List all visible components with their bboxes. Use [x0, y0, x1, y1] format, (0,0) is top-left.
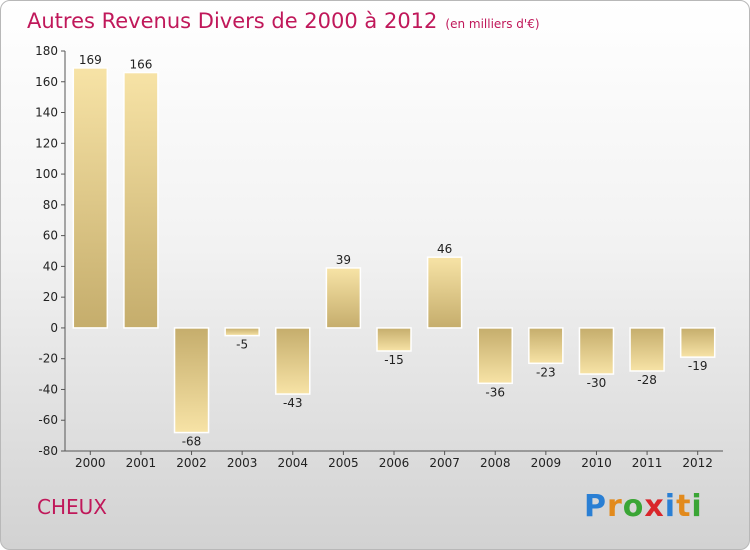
y-tick-label: 40 — [43, 259, 58, 273]
chart-title: Autres Revenus Divers de 2000 à 2012 (en … — [27, 9, 540, 33]
logo-letter: i — [664, 489, 677, 524]
bar-2006 — [376, 327, 412, 352]
x-tick-label: 2011 — [632, 456, 663, 470]
data-label-2000: 169 — [79, 53, 102, 67]
logo-letter: r — [607, 489, 623, 524]
y-tick-label: 120 — [35, 136, 58, 150]
brand-logo: Proxiti — [584, 489, 703, 524]
bar-2000 — [72, 67, 109, 329]
x-tick-label: 2009 — [531, 456, 562, 470]
bar-2008 — [477, 327, 513, 385]
y-tick-label: 60 — [43, 229, 58, 243]
y-tick-label: -80 — [38, 444, 58, 458]
x-tick-label: 2004 — [277, 456, 308, 470]
y-tick-label: -60 — [38, 413, 58, 427]
y-tick-label: 20 — [43, 290, 58, 304]
bar-2004 — [275, 327, 311, 395]
x-tick-label: 2006 — [379, 456, 410, 470]
data-label-2002: -68 — [182, 435, 202, 449]
x-tick-label: 2012 — [682, 456, 713, 470]
logo-letter: x — [644, 489, 665, 524]
bar-2010 — [578, 327, 615, 375]
data-label-2007: 46 — [437, 242, 452, 256]
x-tick-label: 2008 — [480, 456, 511, 470]
bar-2005 — [325, 267, 362, 329]
data-label-2011: -28 — [637, 373, 657, 387]
y-tick-label: 180 — [35, 44, 58, 58]
y-tick-label: 0 — [50, 321, 58, 335]
data-label-2008: -36 — [485, 385, 505, 399]
bar-2011 — [629, 327, 665, 372]
data-label-2003: -5 — [236, 338, 248, 352]
logo-letter: i — [691, 489, 703, 524]
x-tick-label: 2005 — [328, 456, 359, 470]
data-label-2009: -23 — [536, 365, 556, 379]
y-tick-label: 80 — [43, 198, 58, 212]
logo-letter: P — [584, 489, 607, 524]
chart-title-text: Autres Revenus Divers de 2000 à 2012 — [27, 9, 438, 33]
data-label-2012: -19 — [688, 359, 708, 373]
data-label-2005: 39 — [336, 253, 351, 267]
bar-2001 — [123, 71, 159, 329]
y-tick-label: 100 — [35, 167, 58, 181]
x-tick-label: 2002 — [176, 456, 207, 470]
place-name: CHEUX — [37, 495, 107, 519]
y-tick-label: 140 — [35, 106, 58, 120]
bar-2003 — [224, 327, 260, 337]
x-tick-label: 2007 — [429, 456, 460, 470]
bar-2002 — [173, 327, 210, 434]
x-tick-label: 2003 — [227, 456, 258, 470]
data-label-2001: 166 — [129, 58, 152, 72]
y-tick-label: -40 — [38, 382, 58, 396]
logo-letter: t — [676, 489, 692, 524]
y-tick-label: 160 — [35, 75, 58, 89]
logo-letter: o — [622, 489, 645, 524]
data-label-2010: -30 — [587, 376, 607, 390]
data-label-2006: -15 — [384, 353, 404, 367]
data-label-2004: -43 — [283, 396, 303, 410]
bar-2012 — [679, 327, 716, 358]
x-tick-label: 2000 — [75, 456, 106, 470]
x-tick-label: 2010 — [581, 456, 612, 470]
bar-2009 — [528, 327, 564, 365]
y-tick-label: -20 — [38, 352, 58, 366]
chart-unit-text: (en milliers d'€) — [445, 17, 540, 31]
bar-2007 — [426, 256, 463, 329]
x-tick-label: 2001 — [126, 456, 157, 470]
